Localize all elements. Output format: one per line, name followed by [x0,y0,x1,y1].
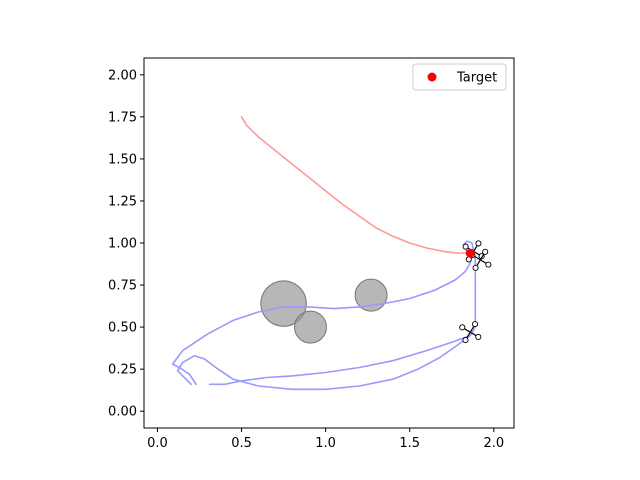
drone-rotor [462,243,469,250]
drone-rotor [472,321,479,328]
y-tick-label: 1.75 [108,110,137,125]
drone-rotor [485,261,492,268]
x-tick-label: 0.5 [231,436,252,451]
y-tick-label: 0.50 [108,321,137,336]
legend-target-label: Target [456,71,497,86]
obstacles [260,278,388,344]
x-axis-ticks: 0.0 0.5 1.0 1.5 2.0 [147,428,504,451]
trajectory-4 [208,334,472,386]
drone-arm [464,323,476,341]
y-tick-label: 0.75 [108,279,137,294]
y-tick-label: 0.00 [108,405,137,420]
drone-rotor [462,337,469,344]
drone-rotor [465,256,472,263]
trajectory-3 [171,262,472,386]
legend: Target [412,63,507,91]
obstacle-3 [354,278,388,312]
y-axis-ticks: 0.00 0.25 0.50 0.75 1.00 1.25 1.50 1.75 2.00 [108,68,144,420]
drone-rotor [475,333,482,340]
y-tick-label: 2.00 [108,68,137,83]
y-tick-label: 1.00 [108,237,137,252]
y-tick-label: 1.50 [108,152,137,167]
legend-target-marker [427,72,437,82]
drone-arm [475,251,486,269]
x-tick-label: 1.0 [315,436,336,451]
drone-rotor [482,248,489,255]
drone-rotor [472,264,479,271]
drone-rotor [459,324,466,331]
y-tick-label: 1.25 [108,194,137,209]
drone-icon-3 [459,321,482,344]
legend-frame [412,63,507,91]
trajectory-1 [240,116,472,254]
x-tick-label: 1.5 [399,436,420,451]
obstacle-2 [294,310,327,344]
target-marker [465,248,475,258]
target-layer [465,248,475,258]
drone-rotor [475,240,482,247]
x-tick-label: 0.0 [147,436,168,451]
x-tick-label: 2.0 [483,436,504,451]
obstacle-1 [260,280,307,327]
y-tick-label: 0.25 [108,363,137,378]
